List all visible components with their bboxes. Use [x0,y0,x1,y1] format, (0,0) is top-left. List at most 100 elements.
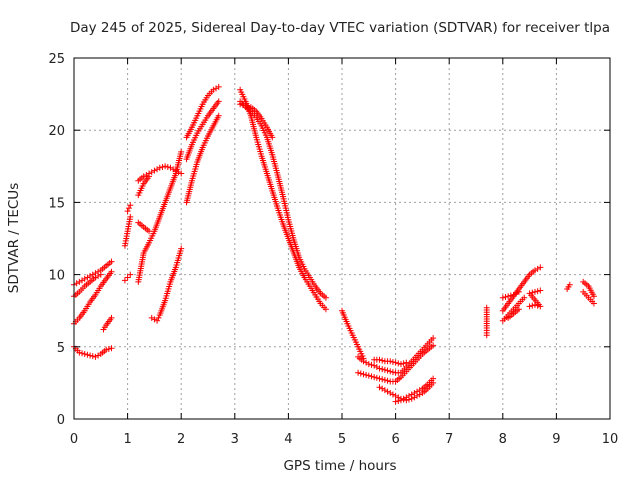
chart-title: Day 245 of 2025, Sidereal Day-to-day VTE… [70,20,610,36]
series-s10 [135,163,185,184]
data-point [76,278,83,285]
series-s26 [483,304,490,339]
data-point [397,361,404,368]
data-point [590,293,597,300]
data-point [403,394,410,401]
series-s15 [183,98,222,163]
data-point [81,275,88,282]
data-point [127,271,134,278]
data-point [379,366,386,373]
data-point [178,245,185,252]
data-point [529,302,536,309]
data-point [368,361,375,368]
data-point [151,167,158,174]
data-point [162,163,169,170]
series-s3 [71,268,115,327]
data-point [531,288,538,295]
data-point [143,171,150,178]
data-point [483,332,490,339]
data-point [148,314,155,321]
series-s13 [148,245,185,324]
data-point [355,369,362,376]
series-s14 [183,83,222,141]
series-s23 [371,356,410,368]
data-point [387,390,394,397]
data-point [215,112,222,119]
series-s7 [121,213,134,249]
data-point [365,372,372,379]
data-point [414,388,421,395]
data-point [381,366,388,373]
data-point [430,375,437,382]
data-point [537,287,544,294]
data-point [537,264,544,271]
series-s16 [183,112,222,206]
data-point [237,101,244,108]
data-point [526,290,533,297]
data-point [245,103,252,110]
data-point [215,98,222,105]
data-point [89,271,96,278]
data-point [170,166,177,173]
data-point [124,274,131,281]
data-point [178,170,185,177]
data-point [239,101,246,108]
data-point [392,398,399,405]
x-tick-label: 4 [284,432,292,447]
data-point [430,335,437,342]
data-point [526,303,533,310]
data-point [389,369,396,376]
series-s18 [237,98,329,301]
x-tick-label: 1 [123,432,131,447]
data-point [172,167,179,174]
data-point [392,392,399,399]
data-point [373,374,380,381]
series-s31 [526,287,544,310]
data-point [408,391,415,398]
data-point [379,376,386,383]
y-tick-label: 20 [48,124,65,139]
data-point [384,367,391,374]
x-tick-label: 9 [552,432,560,447]
data-point [531,267,538,274]
data-point [376,384,383,391]
series-s33 [580,278,597,300]
data-point [403,359,410,366]
data-point [392,359,399,366]
data-point [322,306,329,313]
data-point [155,314,162,321]
data-point [127,202,134,209]
data-point [124,208,131,215]
data-point [360,358,367,365]
y-tick-label: 15 [48,196,65,211]
data-point [360,371,367,378]
data-point [108,314,115,321]
data-point [502,293,509,300]
data-point [154,317,161,324]
data-point [513,290,520,297]
data-point [242,102,249,109]
data-point [175,169,182,176]
series-s27 [499,264,544,314]
series-s12 [135,173,153,199]
series-s34 [580,288,597,307]
x-tick-label: 7 [445,432,453,447]
y-tick-label: 5 [57,341,65,356]
data-point [389,391,396,398]
data-point [140,173,147,180]
data-point [108,268,115,275]
series-s30 [505,306,522,321]
data-point [379,357,386,364]
data-point [146,228,153,235]
data-point [515,306,522,313]
x-tick-label: 2 [177,432,185,447]
data-point [178,148,185,155]
data-point [379,385,386,392]
series-s8 [124,202,134,215]
data-point [363,371,370,378]
data-point [400,360,407,367]
y-tick-label: 0 [57,413,65,428]
data-point [357,370,364,377]
data-point [521,294,528,301]
x-tick-label: 5 [338,432,346,447]
